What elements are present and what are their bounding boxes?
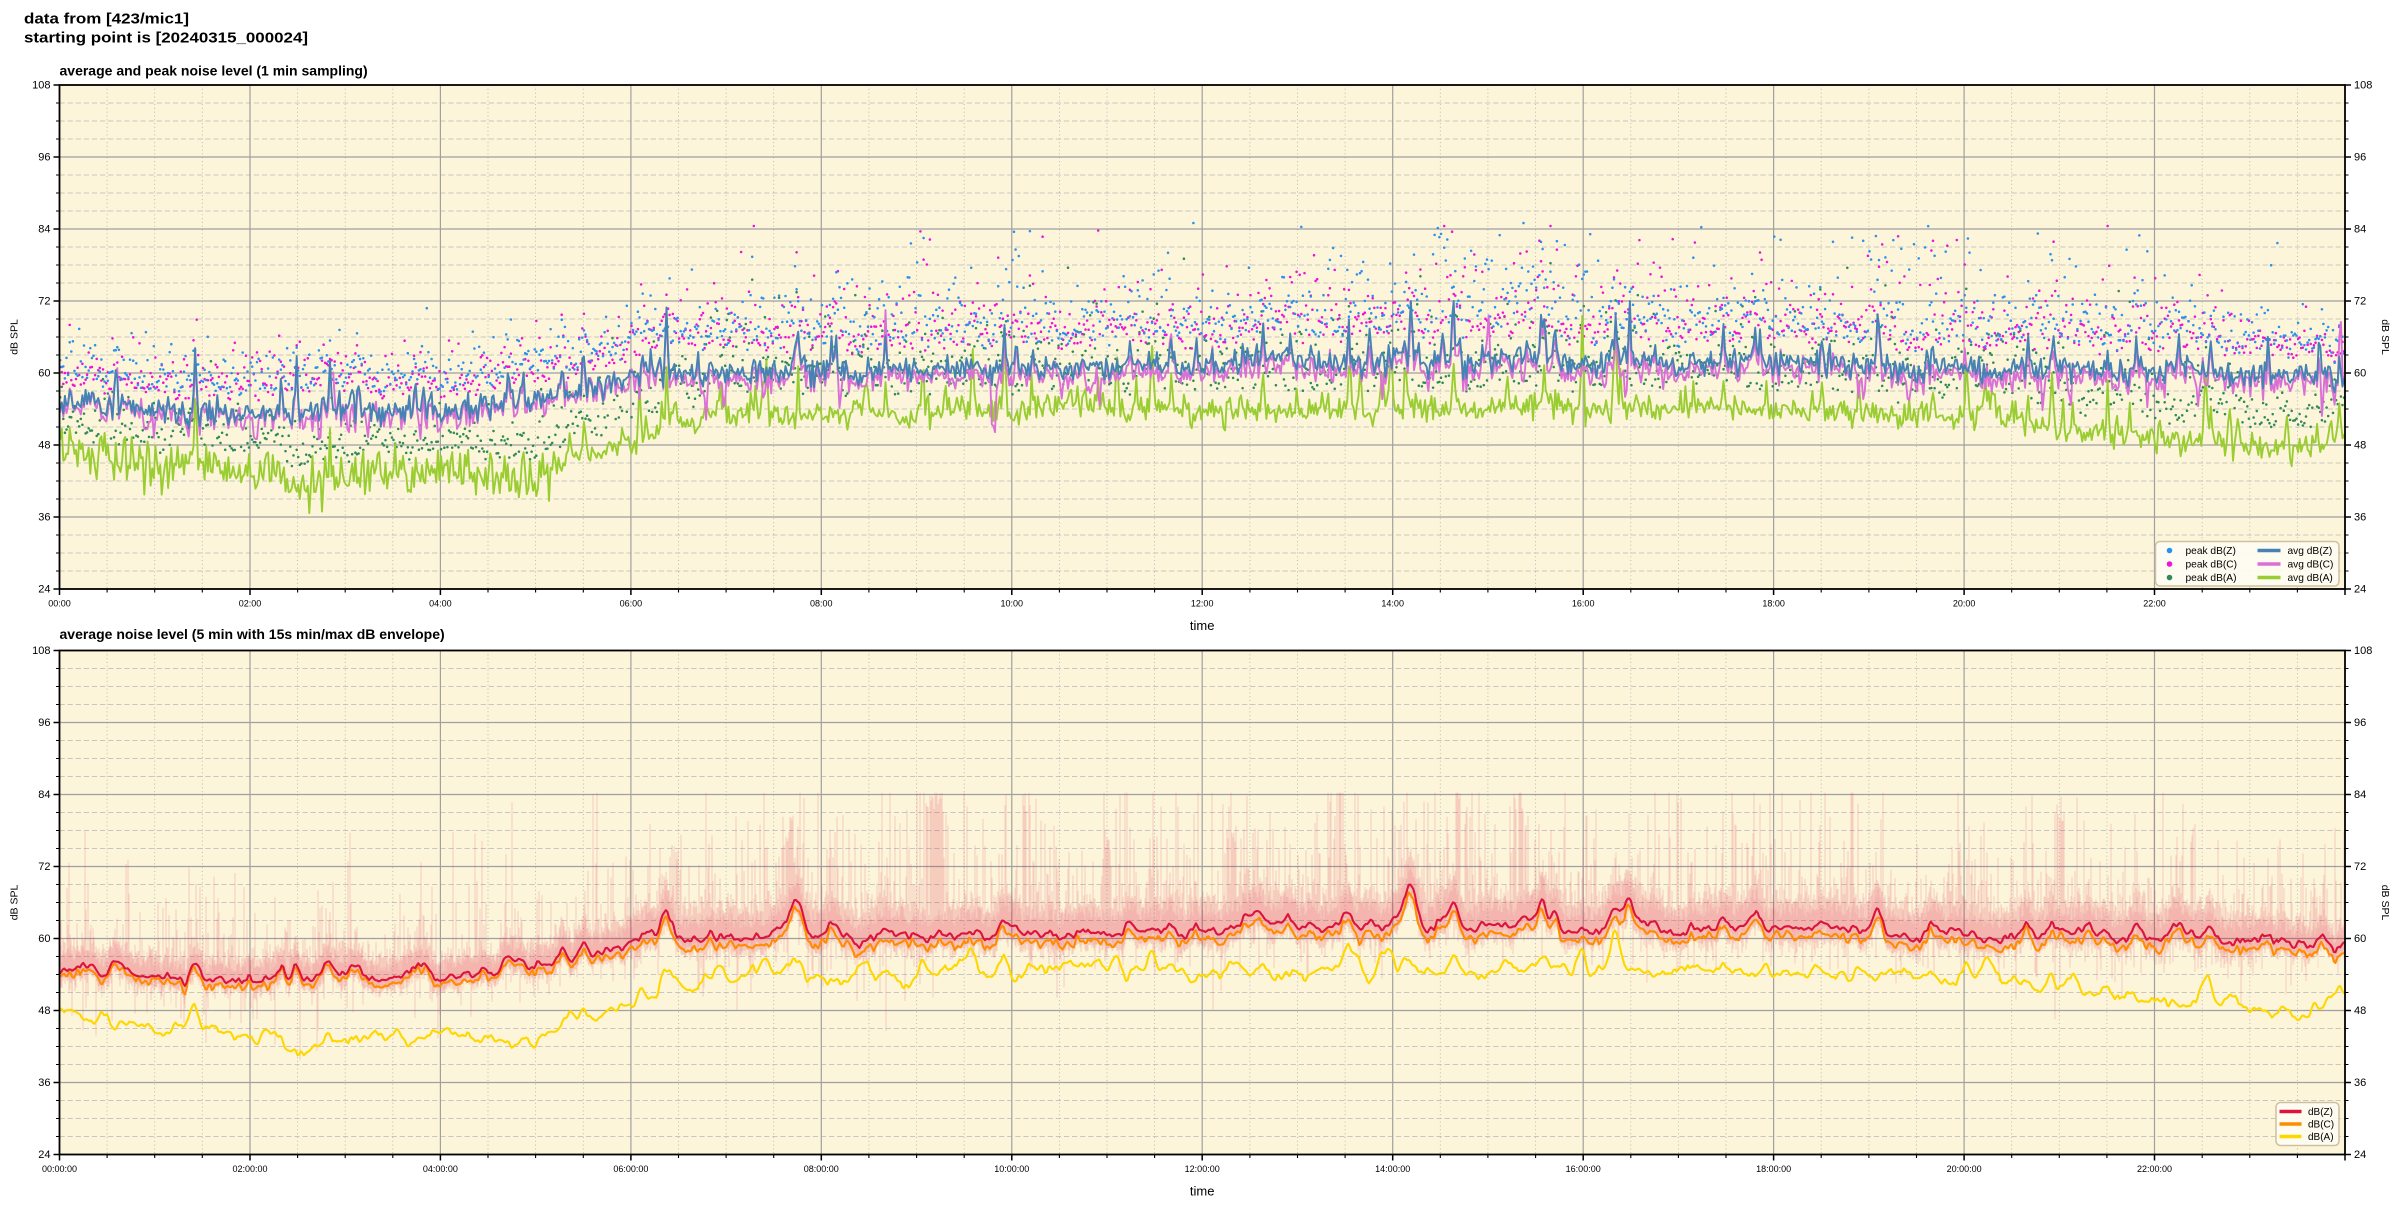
svg-text:time: time: [1190, 618, 1215, 633]
svg-text:18:00:00: 18:00:00: [1756, 1164, 1791, 1174]
svg-text:36: 36: [38, 511, 50, 523]
svg-text:avg dB(A): avg dB(A): [2288, 573, 2333, 584]
svg-text:10:00:00: 10:00:00: [994, 1164, 1029, 1174]
svg-text:108: 108: [32, 79, 50, 91]
svg-text:72: 72: [38, 861, 50, 873]
svg-text:72: 72: [2354, 295, 2366, 307]
svg-text:dB SPL: dB SPL: [2379, 885, 2391, 921]
svg-text:84: 84: [38, 789, 50, 801]
svg-text:10:00: 10:00: [1001, 599, 1024, 609]
svg-text:dB SPL: dB SPL: [9, 319, 21, 355]
svg-text:06:00: 06:00: [620, 599, 643, 609]
svg-text:48: 48: [2354, 1005, 2366, 1017]
svg-text:dB(C): dB(C): [2308, 1120, 2334, 1131]
svg-text:data from [423/mic1]: data from [423/mic1]: [24, 11, 189, 28]
svg-text:24: 24: [2354, 1149, 2366, 1161]
svg-text:24: 24: [2354, 583, 2366, 595]
svg-text:dB(A): dB(A): [2308, 1132, 2334, 1143]
svg-text:96: 96: [2354, 717, 2366, 729]
svg-text:04:00: 04:00: [429, 599, 452, 609]
svg-text:24: 24: [38, 1149, 50, 1161]
svg-text:starting point is [20240315_00: starting point is [20240315_000024]: [24, 30, 308, 47]
svg-text:08:00: 08:00: [810, 599, 833, 609]
svg-text:108: 108: [2354, 79, 2372, 91]
svg-text:14:00:00: 14:00:00: [1375, 1164, 1410, 1174]
svg-text:48: 48: [2354, 439, 2366, 451]
svg-text:peak dB(A): peak dB(A): [2186, 573, 2237, 584]
svg-text:60: 60: [2354, 367, 2366, 379]
svg-text:72: 72: [2354, 861, 2366, 873]
svg-text:12:00: 12:00: [1191, 599, 1214, 609]
svg-text:18:00: 18:00: [1762, 599, 1785, 609]
svg-text:20:00:00: 20:00:00: [1947, 1164, 1982, 1174]
svg-text:84: 84: [2354, 223, 2366, 235]
svg-text:avg dB(Z): avg dB(Z): [2288, 546, 2333, 557]
svg-text:16:00:00: 16:00:00: [1566, 1164, 1601, 1174]
svg-text:time: time: [1190, 1184, 1215, 1199]
svg-text:108: 108: [2354, 645, 2372, 657]
svg-text:00:00: 00:00: [48, 599, 71, 609]
svg-text:36: 36: [2354, 1077, 2366, 1089]
svg-text:24: 24: [38, 583, 50, 595]
svg-text:06:00:00: 06:00:00: [613, 1164, 648, 1174]
svg-text:96: 96: [38, 717, 50, 729]
svg-text:20:00: 20:00: [1953, 599, 1976, 609]
svg-text:avg dB(C): avg dB(C): [2288, 560, 2334, 571]
svg-text:dB(Z): dB(Z): [2308, 1107, 2333, 1118]
svg-text:36: 36: [2354, 511, 2366, 523]
svg-text:peak dB(C): peak dB(C): [2186, 560, 2238, 571]
svg-text:96: 96: [2354, 151, 2366, 163]
svg-text:12:00:00: 12:00:00: [1185, 1164, 1220, 1174]
svg-text:36: 36: [38, 1077, 50, 1089]
svg-text:04:00:00: 04:00:00: [423, 1164, 458, 1174]
svg-text:48: 48: [38, 1005, 50, 1017]
svg-text:60: 60: [38, 933, 50, 945]
svg-text:peak dB(Z): peak dB(Z): [2186, 546, 2236, 557]
svg-text:84: 84: [38, 223, 50, 235]
svg-text:84: 84: [2354, 789, 2366, 801]
svg-text:16:00: 16:00: [1572, 599, 1595, 609]
svg-text:00:00:00: 00:00:00: [42, 1164, 77, 1174]
svg-text:72: 72: [38, 295, 50, 307]
svg-text:08:00:00: 08:00:00: [804, 1164, 839, 1174]
svg-text:average noise level (5 min wit: average noise level (5 min with 15s min/…: [60, 626, 445, 642]
svg-text:dB SPL: dB SPL: [9, 885, 21, 921]
svg-text:14:00: 14:00: [1381, 599, 1404, 609]
svg-text:02:00:00: 02:00:00: [232, 1164, 267, 1174]
svg-text:48: 48: [38, 439, 50, 451]
svg-text:22:00: 22:00: [2143, 599, 2166, 609]
svg-text:22:00:00: 22:00:00: [2137, 1164, 2172, 1174]
svg-text:108: 108: [32, 645, 50, 657]
svg-text:average and peak noise level (: average and peak noise level (1 min samp…: [60, 63, 368, 79]
svg-text:96: 96: [38, 151, 50, 163]
svg-text:60: 60: [38, 367, 50, 379]
svg-text:02:00: 02:00: [239, 599, 262, 609]
svg-text:dB SPL: dB SPL: [2379, 319, 2391, 355]
svg-text:60: 60: [2354, 933, 2366, 945]
